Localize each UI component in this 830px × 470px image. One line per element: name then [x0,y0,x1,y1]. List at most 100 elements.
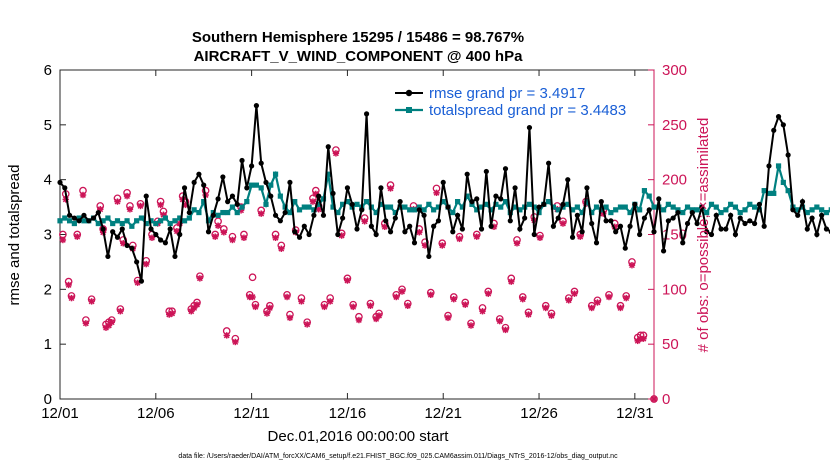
rmse-point [277,218,283,224]
obs-assimilated-stroke [315,206,322,213]
obs-assimilated-marker [157,201,164,209]
obs-assimilated-stroke [399,288,405,295]
obs-assimilated-marker [361,218,368,225]
y-right-tick-label: 250 [662,117,687,134]
spread-point [637,207,643,213]
rmse-point [507,218,513,224]
spread-point [138,215,145,221]
obs-assimilated-marker [257,210,265,217]
obs-assimilated-stroke [249,294,256,300]
obs-assimilated-stroke [215,222,222,229]
obs-assimilated-stroke [344,277,351,284]
rmse-point [431,223,437,229]
rmse-point [632,201,638,207]
obs-assimilated-stroke [143,261,150,268]
rmse-point [335,231,341,238]
obs-assimilated-marker [286,314,294,322]
rmse-point [613,229,619,235]
rmse-point [598,199,604,205]
rmse-point [795,212,801,218]
obs-assimilated-marker [628,262,636,269]
rmse-point [584,185,590,191]
rmse-point [114,234,121,240]
obs-assimilated-stroke [387,185,394,192]
spread-point [129,223,135,229]
spread-point [296,207,303,213]
spread-point [110,220,116,227]
rmse-point [823,226,830,232]
obs-assimilated-marker [444,314,452,322]
obs-assimilated-stroke [450,296,457,303]
spread-point [244,199,250,205]
y-tick-label: 4 [44,172,52,189]
rmse-point [574,212,580,218]
rmse-point [57,179,63,186]
spread-point [708,201,715,207]
obs-assimilated-stroke [571,290,578,297]
obs-assimilated-marker [193,301,201,308]
obs-assimilated-marker [427,291,434,299]
obs-assimilated-marker [393,293,400,301]
obs-assimilated-stroke [542,305,549,311]
rmse-point [325,144,331,150]
spread-point [66,218,73,224]
rmse-point [272,212,279,218]
spread-point [464,193,470,199]
obs-assimilated-marker [332,150,340,157]
rmse-point [637,231,643,238]
rmse-point [81,212,87,218]
spread-point [502,199,509,205]
obs-assimilated-stroke [59,237,66,243]
spread-point [316,201,322,207]
obs-assimilated-marker [59,236,67,244]
rmse-point [368,223,374,229]
obs-assimilated-stroke [321,303,328,310]
rmse-point [210,212,216,218]
rmse-point [641,215,648,221]
spread-point [272,171,279,177]
spread-point [220,209,226,216]
rmse-point [181,185,188,191]
rmse-point [766,163,772,169]
obs-assimilated-marker [65,281,72,289]
rmse-point [512,185,518,191]
rmse-point [287,179,293,186]
rmse-point [546,160,552,166]
spread-point [320,196,327,202]
spread-point [584,199,590,205]
spread-point [268,182,274,188]
spread-point [196,209,202,216]
rmse-point [593,240,600,246]
spread-point [555,207,561,213]
spread-point [416,204,422,210]
spread-point [62,215,68,221]
rmse-point [474,196,480,202]
rmse-point [622,245,628,251]
spread-point [512,204,518,210]
rmse-point [129,245,135,251]
obs-assimilated-stroke [82,320,89,327]
spread-point [641,188,648,194]
obs-assimilated-marker [416,229,423,236]
spread-point [718,209,724,216]
rmse-point [445,204,451,210]
rmse-point [258,160,264,166]
rmse-point [363,111,370,117]
obs-assimilated-marker [298,298,305,305]
obs-assimilated-marker [266,304,274,312]
spread-point [100,218,106,224]
obs-assimilated-stroke [173,228,180,235]
spread-point [589,209,595,216]
spread-point [215,212,221,218]
spread-point [488,207,494,213]
spread-point [579,209,585,216]
rmse-point [201,182,207,188]
y-tick-label: 5 [44,117,52,134]
obs-assimilated-marker [303,321,311,328]
rmse-point [215,196,221,202]
obs-assimilated-stroke [485,290,492,297]
rmse-point [694,220,700,227]
y-right-tick-label: 200 [662,172,687,189]
obs-assimilated-stroke [149,234,155,241]
obs-assimilated-stroke [252,303,259,310]
